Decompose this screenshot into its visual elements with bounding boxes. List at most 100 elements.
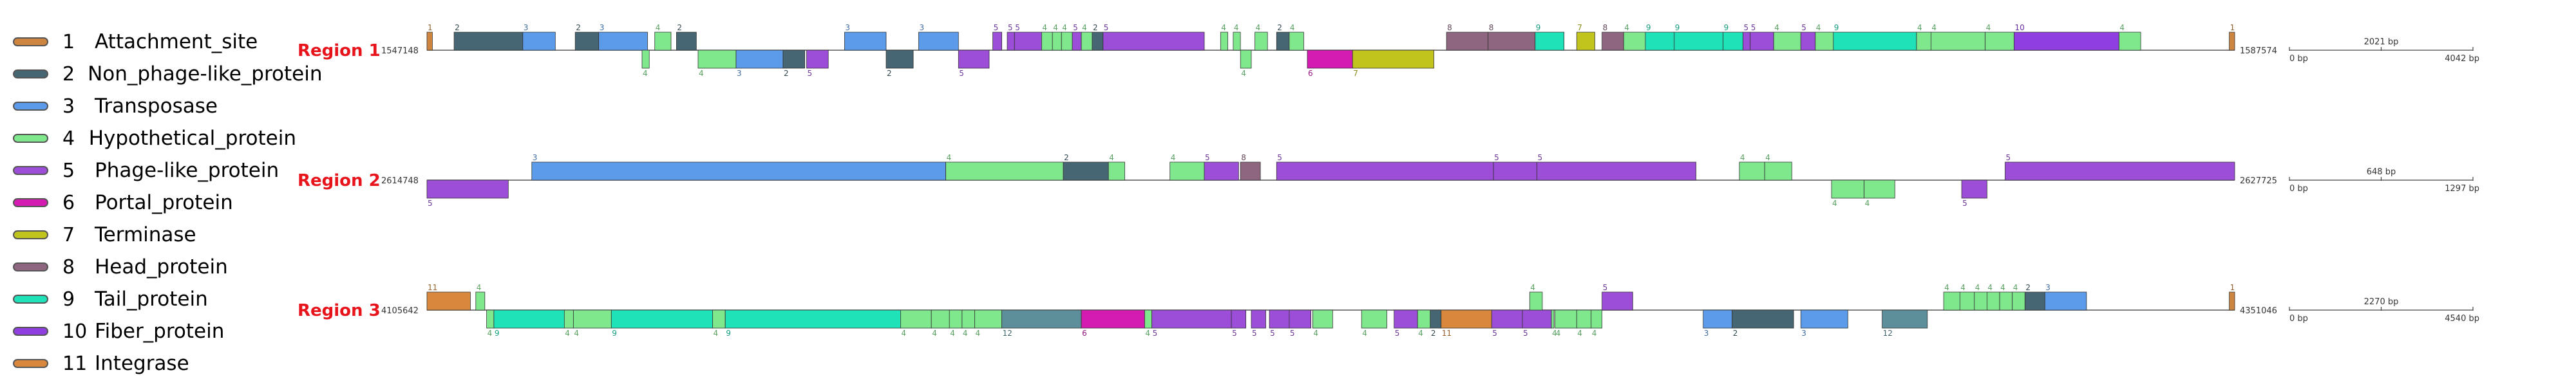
scale-bar-label: 2270 bp xyxy=(2364,297,2399,307)
gene-block xyxy=(2005,161,2235,181)
gene-type-number: 4 xyxy=(1313,329,1318,338)
region-track: Region 2 2614748 2627725 5 3 4 2 4 4 5 8 5 5 5 4 4 4 4 5 5 6… xyxy=(298,153,2479,208)
gene-block xyxy=(1591,309,1602,329)
gene-type-number: 4 xyxy=(1987,283,1993,292)
gene-type-number: 2 xyxy=(887,69,892,78)
gene-type-number: 4 xyxy=(1944,283,1949,292)
scale-bar: 2021 bp 0 bp 4042 bp xyxy=(2289,37,2479,64)
gene-block xyxy=(1061,32,1073,51)
gene-block xyxy=(1537,161,1696,181)
gene-type-number: 9 xyxy=(726,329,731,338)
gene-block xyxy=(1864,179,1895,199)
gene-type-number: 9 xyxy=(1675,23,1680,32)
gene-type-number: 4 xyxy=(1221,23,1226,32)
legend-label: Hypothetical_protein xyxy=(88,127,296,150)
legend-item: 9 Tail_protein xyxy=(13,283,296,315)
gene-block xyxy=(426,32,433,51)
gene-block xyxy=(1773,32,1801,51)
gene-block xyxy=(1491,309,1523,329)
gene-type-number: 11 xyxy=(428,283,437,292)
gene-type-number: 3 xyxy=(600,23,605,32)
gene-type-number: 4 xyxy=(2119,23,2125,32)
gene-type-number: 4 xyxy=(1931,23,1937,32)
gene-block xyxy=(1535,32,1564,51)
gene-block xyxy=(2024,291,2045,311)
gene-block xyxy=(1092,32,1104,51)
legend-label: Tail_protein xyxy=(95,288,208,311)
gene-block xyxy=(974,309,1002,329)
gene-type-number: 4 xyxy=(932,329,937,338)
gene-block xyxy=(1312,309,1333,329)
gene-block xyxy=(1220,32,1228,51)
gene-block xyxy=(992,32,1002,51)
gene-type-number: 4 xyxy=(1241,69,1246,78)
gene-type-number: 4 xyxy=(1145,329,1150,338)
gene-type-number: 4 xyxy=(1975,283,1980,292)
gene-type-number: 4 xyxy=(565,329,570,338)
gene-type-number: 1 xyxy=(428,23,433,32)
gene-block xyxy=(475,291,486,311)
gene-type-number: 4 xyxy=(699,69,704,78)
gene-type-number: 4 xyxy=(488,329,493,338)
legend-item: 7 Terminase xyxy=(13,219,296,251)
legend-item: 10 Fiber_protein xyxy=(13,315,296,347)
gene-type-number: 3 xyxy=(524,23,529,32)
legend-number: 1 xyxy=(62,30,75,53)
gene-block xyxy=(958,50,990,69)
scale-bar-max: 4540 bp xyxy=(2445,314,2479,324)
gene-block xyxy=(1743,32,1751,51)
gene-block xyxy=(598,32,648,51)
gene-block xyxy=(1800,309,1848,329)
gene-block xyxy=(1961,179,1987,199)
gene-block xyxy=(654,32,672,51)
gene-block xyxy=(1831,179,1864,199)
legend-label: Integrase xyxy=(95,352,189,375)
legend-number: 4 xyxy=(62,127,75,150)
gene-type-number: 4 xyxy=(1082,23,1087,32)
gene-type-number: 2 xyxy=(1064,153,1069,162)
gene-type-number: 2 xyxy=(1277,23,1282,32)
scale-bar: 2270 bp 0 bp 4540 bp xyxy=(2289,297,2479,324)
gene-block xyxy=(564,309,574,329)
gene-block xyxy=(1014,32,1042,51)
gene-type-number: 4 xyxy=(1552,329,1557,338)
gene-block xyxy=(1144,309,1153,329)
gene-type-number: 3 xyxy=(1801,329,1806,338)
gene-type-number: 2 xyxy=(455,23,460,32)
gene-type-number: 9 xyxy=(1536,23,1541,32)
legend-swatch xyxy=(13,262,48,271)
gene-type-number: 5 xyxy=(1104,23,1109,32)
gene-type-number: 2 xyxy=(784,69,789,78)
region-start-coordinate: 1547148 xyxy=(381,46,419,56)
gene-block xyxy=(1041,32,1053,51)
gene-block xyxy=(1276,161,1494,181)
scale-bar-min: 0 bp xyxy=(2289,184,2308,194)
gene-block xyxy=(1361,309,1387,329)
gene-block xyxy=(1446,32,1489,51)
gene-block xyxy=(426,179,509,199)
legend-label: Transposase xyxy=(95,95,218,118)
gene-type-number: 4 xyxy=(1256,23,1261,32)
gene-block xyxy=(1352,50,1434,69)
gene-type-number: 4 xyxy=(1960,283,1965,292)
scale-bar-min: 0 bp xyxy=(2289,54,2308,64)
gene-block xyxy=(1441,309,1492,329)
gene-type-number: 5 xyxy=(994,23,999,32)
gene-block xyxy=(1081,32,1093,51)
gene-block xyxy=(1255,32,1268,51)
gene-block xyxy=(697,50,737,69)
gene-block xyxy=(1522,309,1552,329)
gene-type-number: 4 xyxy=(1290,23,1295,32)
gene-type-number: 4 xyxy=(643,69,648,78)
gene-block xyxy=(426,291,471,311)
gene-block xyxy=(1072,32,1082,51)
legend-number: 2 xyxy=(62,62,75,86)
gene-type-number: 5 xyxy=(1801,23,1806,32)
gene-block xyxy=(2229,32,2235,51)
gene-type-number: 5 xyxy=(2006,153,2011,162)
gene-block xyxy=(1623,32,1646,51)
gene-block xyxy=(486,309,495,329)
gene-block xyxy=(641,50,650,69)
gene-block xyxy=(1052,32,1062,51)
